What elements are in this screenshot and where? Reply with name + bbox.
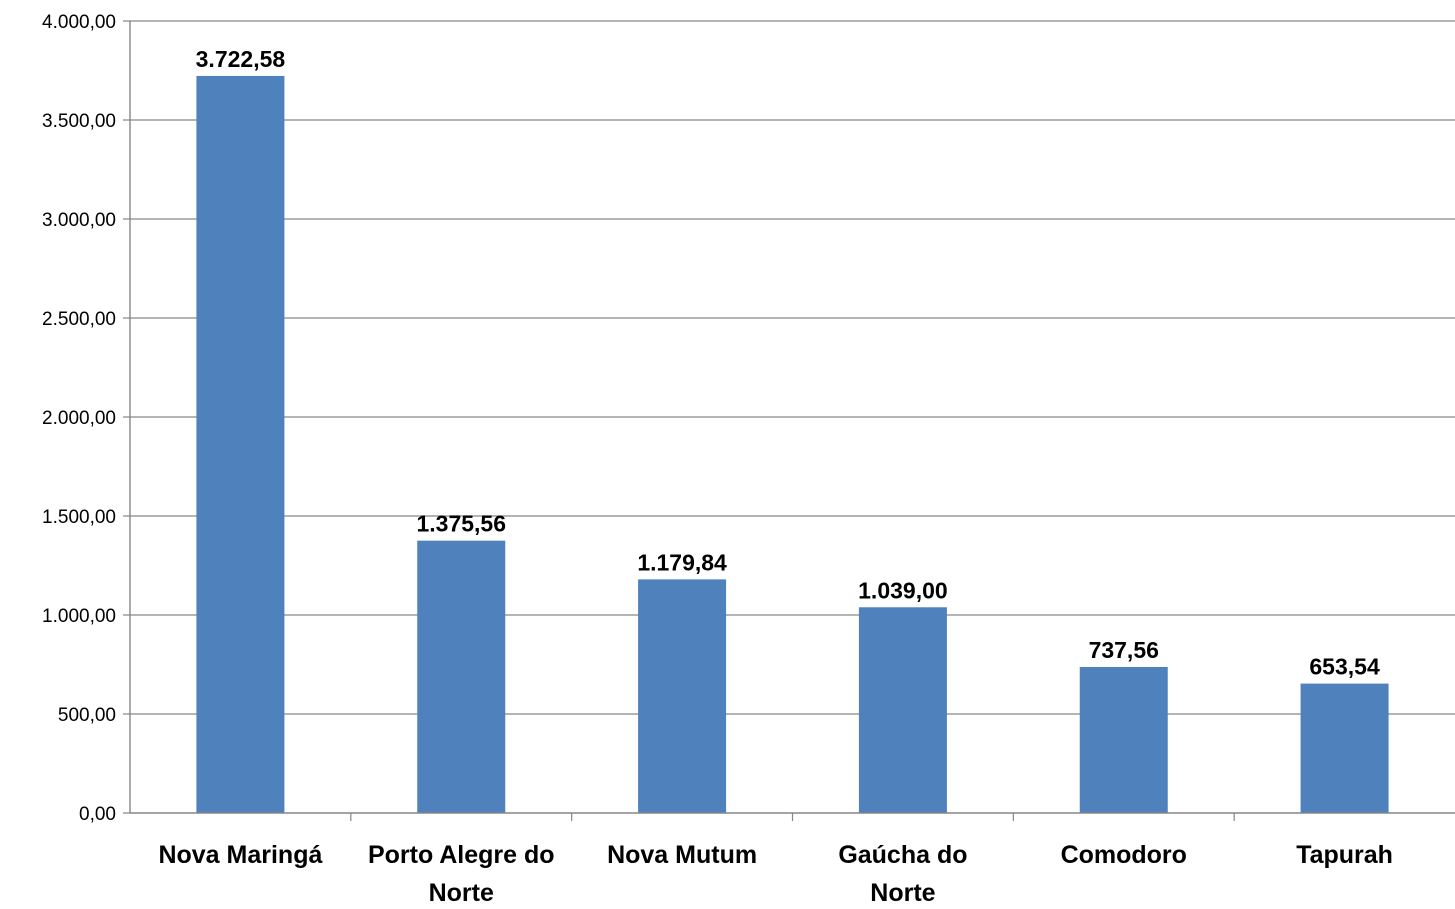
x-tick-label: Nova Maringá — [158, 841, 322, 869]
y-tick-label: 4.000,00 — [42, 12, 116, 33]
y-tick-label: 1.000,00 — [42, 606, 116, 627]
axes — [129, 21, 1455, 821]
data-label: 3.722,58 — [196, 46, 286, 72]
data-label: 653,54 — [1309, 654, 1380, 680]
x-tick-label-line: Nova Mutum — [607, 841, 757, 869]
y-tick-label: 2.500,00 — [42, 309, 116, 330]
data-label: 1.375,56 — [416, 511, 506, 537]
x-tick-label: Nova Mutum — [607, 841, 757, 869]
x-axis-labels: Nova Maringá Porto Alegre do Norte Nova Mut… — [158, 841, 1393, 907]
data-label: 737,56 — [1089, 637, 1159, 663]
y-tick-label: 0,00 — [79, 804, 116, 825]
x-tick-label-line: Norte — [429, 879, 494, 907]
bar — [1079, 666, 1168, 813]
x-tick-label-line: Comodoro — [1061, 841, 1187, 869]
x-tick-label-line: Porto Alegre do — [368, 841, 555, 869]
bar — [858, 607, 947, 813]
data-label: 1.039,00 — [858, 577, 948, 603]
bar — [417, 540, 506, 813]
y-tick-label: 3.500,00 — [42, 111, 116, 132]
gridlines — [130, 20, 1455, 715]
x-tick-label: Tapurah — [1296, 841, 1393, 869]
x-tick-label: Comodoro — [1061, 841, 1187, 869]
x-tick-label-line: Norte — [870, 879, 935, 907]
x-tick-label-line: Gaúcha do — [838, 841, 967, 869]
x-tick-label: Porto Alegre do Norte — [368, 841, 555, 907]
data-labels: 3.722,58 1.375,56 1.179,84 1.039,00 737,56 65… — [196, 46, 1380, 680]
x-tick-label: Gaúcha do Norte — [838, 841, 967, 907]
y-axis-ticks: 0,00 500,00 1.000,00 1.500,00 2.000,00 2.500,… — [42, 12, 130, 825]
data-label: 1.179,84 — [637, 549, 727, 575]
bar — [196, 75, 285, 814]
x-tick-label-line: Tapurah — [1296, 841, 1393, 869]
y-tick-label: 3.000,00 — [42, 210, 116, 231]
bar — [638, 579, 727, 813]
y-tick-label: 1.500,00 — [42, 507, 116, 528]
y-tick-label: 500,00 — [58, 705, 116, 726]
x-tick-label-line: Nova Maringá — [158, 841, 322, 869]
bar — [1300, 683, 1389, 813]
bars — [196, 75, 1389, 814]
y-tick-label: 2.000,00 — [42, 408, 116, 429]
